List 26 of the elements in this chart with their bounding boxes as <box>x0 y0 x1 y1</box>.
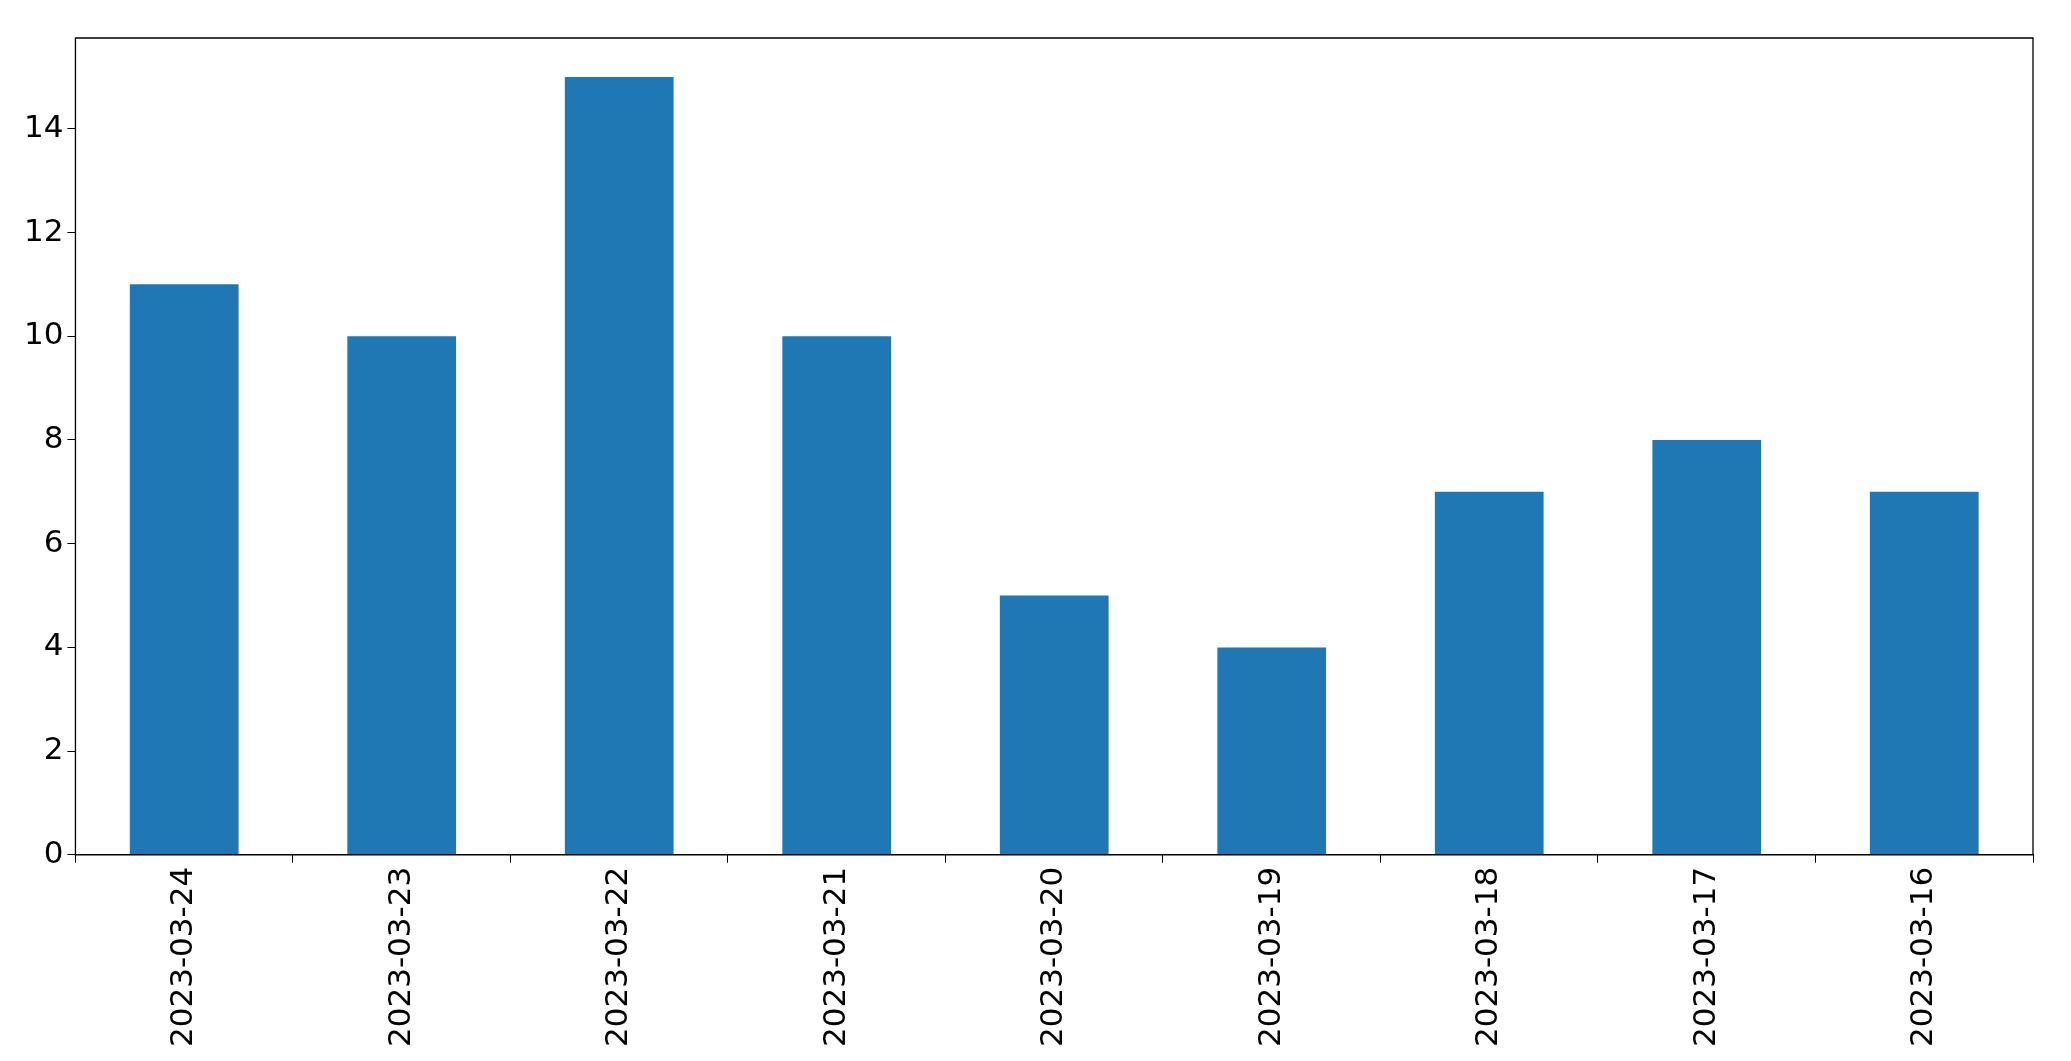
bar <box>564 76 674 855</box>
x-tick-label: 2023-03-24 <box>163 866 200 1048</box>
y-tick-label: 8 <box>43 418 64 455</box>
y-tick-label: 12 <box>23 211 64 248</box>
y-tick-label: 10 <box>23 315 64 352</box>
bar <box>782 336 892 855</box>
x-tick-label: 2023-03-17 <box>1685 866 1722 1048</box>
y-tick-label: 14 <box>23 107 64 144</box>
bar <box>1652 439 1762 855</box>
bar <box>999 595 1109 855</box>
x-tick-label: 2023-03-23 <box>380 866 417 1048</box>
x-tick-label: 2023-03-20 <box>1033 866 1070 1048</box>
y-tick-label: 2 <box>43 730 64 767</box>
bar <box>347 336 457 855</box>
x-tick-label: 2023-03-21 <box>815 866 852 1048</box>
x-tick-label: 2023-03-18 <box>1468 866 1505 1048</box>
bar <box>1217 647 1327 855</box>
x-tick-label: 2023-03-22 <box>598 866 635 1048</box>
bar <box>1869 491 1979 855</box>
x-tick-label: 2023-03-19 <box>1250 866 1287 1048</box>
y-tick-label: 4 <box>43 626 64 663</box>
bar <box>1434 491 1544 855</box>
y-tick-label: 0 <box>43 833 64 870</box>
bar <box>129 284 239 855</box>
x-tick-label: 2023-03-16 <box>1903 866 1940 1048</box>
y-tick-label: 6 <box>43 522 64 559</box>
